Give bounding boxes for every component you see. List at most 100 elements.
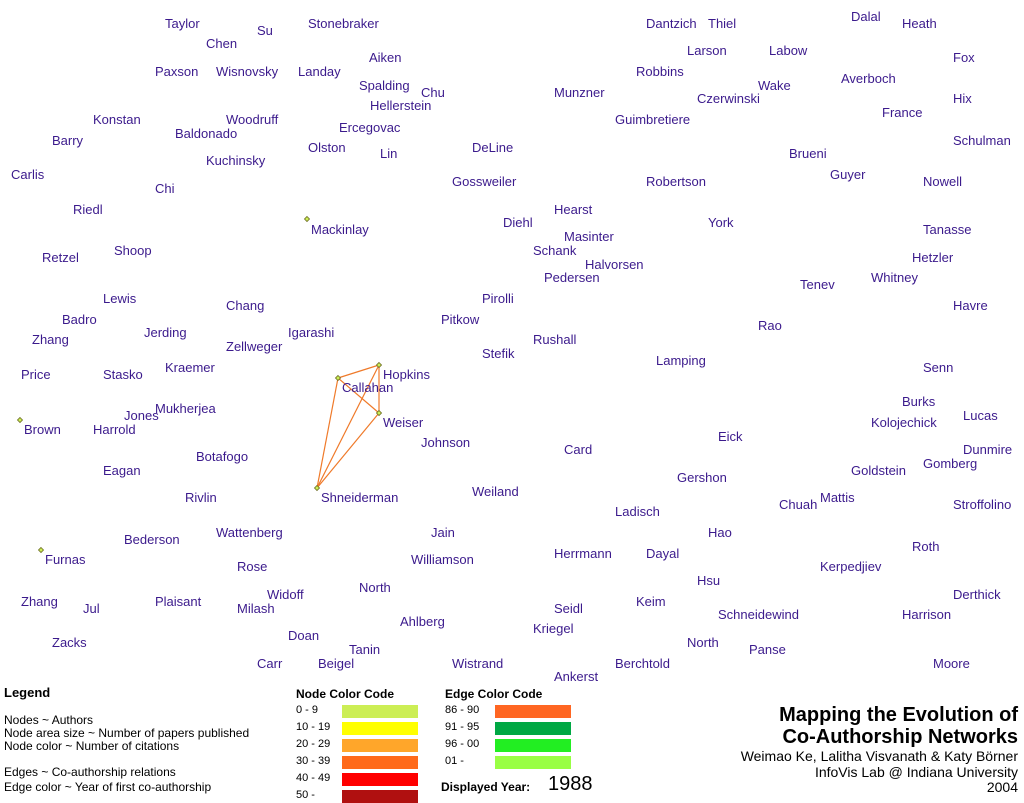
- author-label: Hetzler: [912, 250, 954, 265]
- author-label: Stonebraker: [308, 16, 379, 31]
- legend-line-node-color: Node color ~ Number of citations: [4, 739, 180, 753]
- author-label: Johnson: [421, 435, 470, 450]
- author-label: Hao: [708, 525, 732, 540]
- author-label: Widoff: [267, 587, 304, 602]
- author-label: Furnas: [45, 552, 86, 567]
- author-label: Robertson: [646, 174, 706, 189]
- author-label: Stroffolino: [953, 497, 1011, 512]
- edge-color-swatch: [495, 705, 571, 718]
- author-label: Landay: [298, 64, 341, 79]
- node-color-code-label: 0 - 9: [296, 704, 319, 716]
- author-label: Chuah: [779, 497, 817, 512]
- author-label: Heath: [902, 16, 937, 31]
- author-label: Rushall: [533, 332, 576, 347]
- author-label: Rao: [758, 318, 782, 333]
- author-label: Senn: [923, 360, 953, 375]
- node-color-code-title: Node Color Code: [296, 687, 394, 701]
- author-label: Price: [21, 367, 51, 382]
- edge-color-swatch: [495, 739, 571, 752]
- author-label: York: [708, 215, 734, 230]
- author-label: Gomberg: [923, 456, 977, 471]
- author-label: Zellweger: [226, 339, 283, 354]
- author-label: Averboch: [841, 71, 896, 86]
- author-label: Lucas: [963, 408, 998, 423]
- author-label: Badro: [62, 312, 97, 327]
- author-label: France: [882, 105, 922, 120]
- author-label: Mattis: [820, 490, 855, 505]
- edge-layer: [316, 364, 380, 489]
- author-label: Eick: [718, 429, 743, 444]
- edge-color-code-title: Edge Color Code: [445, 687, 543, 701]
- author-label: Mukherjea: [155, 401, 216, 416]
- author-label: Stasko: [103, 367, 143, 382]
- author-label: Igarashi: [288, 325, 334, 340]
- author-label: Zacks: [52, 635, 87, 650]
- author-label: Jain: [431, 525, 455, 540]
- author-node: [37, 546, 45, 554]
- author-label: Czerwinski: [697, 91, 760, 106]
- author-label: Hearst: [554, 202, 593, 217]
- author-label: Diehl: [503, 215, 533, 230]
- author-label: Williamson: [411, 552, 474, 567]
- edge-color-code-label: 96 - 00: [445, 738, 480, 750]
- author-label: Dalal: [851, 9, 881, 24]
- author-label: Shoop: [114, 243, 152, 258]
- credit-year: 2004: [986, 779, 1018, 795]
- author-label: Brown: [24, 422, 61, 437]
- author-label-layer: Taylor Su Stonebraker Chen Aiken Paxson Wisnov…: [11, 9, 1012, 684]
- author-label: Berchtold: [615, 656, 670, 671]
- author-label: Nowell: [923, 174, 962, 189]
- author-label: Guyer: [830, 167, 866, 182]
- author-label: Wisnovsky: [216, 64, 279, 79]
- author-label: Pitkow: [441, 312, 480, 327]
- author-label: Stefik: [482, 346, 515, 361]
- author-label: Mackinlay: [311, 222, 369, 237]
- author-label: Moore: [933, 656, 970, 671]
- author-label: Roth: [912, 539, 939, 554]
- author-label: Kriegel: [533, 621, 574, 636]
- author-label: Tenev: [800, 277, 835, 292]
- author-label: Thiel: [708, 16, 736, 31]
- author-label: Chu: [421, 85, 445, 100]
- author-label: Schneidewind: [718, 607, 799, 622]
- author-node: [303, 215, 311, 223]
- author-label: Zhang: [21, 594, 58, 609]
- author-label: Wistrand: [452, 656, 503, 671]
- author-label: Bederson: [124, 532, 180, 547]
- edge-color-code-label: 91 - 95: [445, 721, 480, 733]
- author-label: Jul: [83, 601, 100, 616]
- author-label: Robbins: [636, 64, 684, 79]
- author-node: [313, 484, 321, 492]
- author-label: Ercegovac: [339, 120, 401, 135]
- node-color-swatch: [342, 739, 418, 752]
- author-label: Harrison: [902, 607, 951, 622]
- author-label: Aiken: [369, 50, 402, 65]
- main-title-line1: Mapping the Evolution of: [779, 704, 1018, 726]
- author-label: Kolojechick: [871, 415, 937, 430]
- author-label: Hellerstein: [370, 98, 431, 113]
- coauthor-edge: [316, 377, 339, 489]
- edge-color-swatch: [495, 722, 571, 735]
- author-label: Kraemer: [165, 360, 216, 375]
- author-label: Wake: [758, 78, 791, 93]
- author-label: Callahan: [342, 380, 393, 395]
- author-label: Chen: [206, 36, 237, 51]
- author-label: Konstan: [93, 112, 141, 127]
- author-label: Panse: [749, 642, 786, 657]
- legend-line-edge-color: Edge color ~ Year of first co-authorship: [4, 780, 212, 794]
- author-node: [375, 409, 383, 417]
- author-label: Schulman: [953, 133, 1011, 148]
- author-label: Wattenberg: [216, 525, 283, 540]
- legend-line-edges: Edges ~ Co-authorship relations: [4, 765, 176, 779]
- node-color-swatch: [342, 705, 418, 718]
- node-color-code-label: 30 - 39: [296, 755, 331, 767]
- node-color-swatch: [342, 773, 418, 786]
- author-label: Dunmire: [963, 442, 1012, 457]
- author-node: [334, 374, 342, 382]
- author-label: Botafogo: [196, 449, 248, 464]
- author-label: Shneiderman: [321, 490, 398, 505]
- author-label: Lin: [380, 146, 397, 161]
- node-color-code-label: 50 -: [296, 789, 315, 801]
- author-label: Milash: [237, 601, 275, 616]
- author-label: Larson: [687, 43, 727, 58]
